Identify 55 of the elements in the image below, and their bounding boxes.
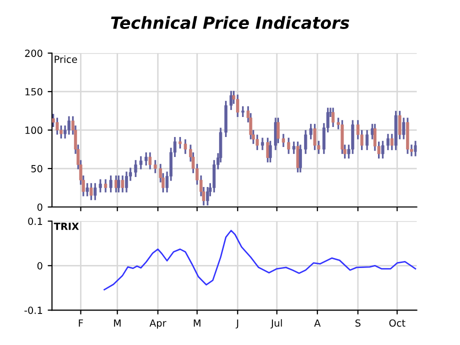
candlestick bbox=[366, 129, 369, 151]
candlestick bbox=[282, 133, 285, 148]
x-tick-label: Jul bbox=[270, 319, 282, 329]
candlestick bbox=[292, 140, 296, 155]
y-tick-label: 150 bbox=[25, 88, 42, 96]
candlestick bbox=[56, 116, 59, 136]
y-tick-label: -0.1 bbox=[24, 306, 42, 314]
candlestick bbox=[260, 136, 264, 151]
x-tick-label: F bbox=[78, 319, 83, 327]
candlestick bbox=[154, 159, 157, 174]
candlestick bbox=[313, 123, 316, 151]
candlestick bbox=[268, 140, 272, 164]
y-tick-label: 0 bbox=[37, 262, 42, 270]
line-series bbox=[104, 230, 416, 290]
y-tick-label: 50 bbox=[31, 165, 42, 172]
candlestick bbox=[386, 133, 390, 151]
candlestick bbox=[332, 106, 335, 128]
candlestick bbox=[298, 144, 302, 174]
candlestick bbox=[67, 115, 70, 136]
y-tick-label: 200 bbox=[25, 50, 42, 57]
x-tick-label: S bbox=[355, 319, 360, 327]
candlestick bbox=[144, 152, 148, 166]
candlestick bbox=[134, 159, 138, 178]
chart-title: Technical Price Indicators bbox=[111, 16, 350, 29]
y-tick-label: 0.1 bbox=[28, 218, 42, 225]
x-tick-label: Apr bbox=[150, 319, 166, 329]
candlestick bbox=[117, 174, 120, 194]
candlestick bbox=[104, 178, 108, 194]
y-tick-label: 0 bbox=[37, 203, 42, 211]
candlestick bbox=[124, 170, 128, 194]
x-tick-label: M bbox=[194, 319, 200, 327]
y-axis-title: Price bbox=[54, 55, 78, 63]
x-tick-label: M bbox=[114, 319, 121, 327]
candlestick bbox=[86, 182, 89, 198]
candlestick bbox=[206, 186, 210, 206]
candlestick bbox=[296, 140, 300, 174]
candlestick bbox=[266, 136, 270, 164]
candlestick bbox=[139, 155, 142, 170]
x-tick-label: A bbox=[314, 319, 321, 327]
candlestick bbox=[90, 182, 93, 201]
candlestick bbox=[402, 116, 406, 140]
y-axis-title: TRIX bbox=[54, 222, 79, 230]
candlestick bbox=[121, 174, 124, 194]
candlestick bbox=[241, 105, 244, 118]
x-tick-label: Oct bbox=[389, 319, 406, 327]
candlestick bbox=[381, 140, 384, 160]
candlestick bbox=[178, 136, 182, 150]
candlestick bbox=[109, 174, 112, 194]
candlestick bbox=[256, 134, 259, 151]
y-tick-label: 100 bbox=[25, 126, 42, 134]
candlestick bbox=[414, 140, 417, 158]
candlestick bbox=[148, 152, 152, 170]
candlestick bbox=[230, 90, 233, 111]
candlestick bbox=[184, 138, 187, 155]
x-tick-label: J bbox=[236, 319, 238, 329]
